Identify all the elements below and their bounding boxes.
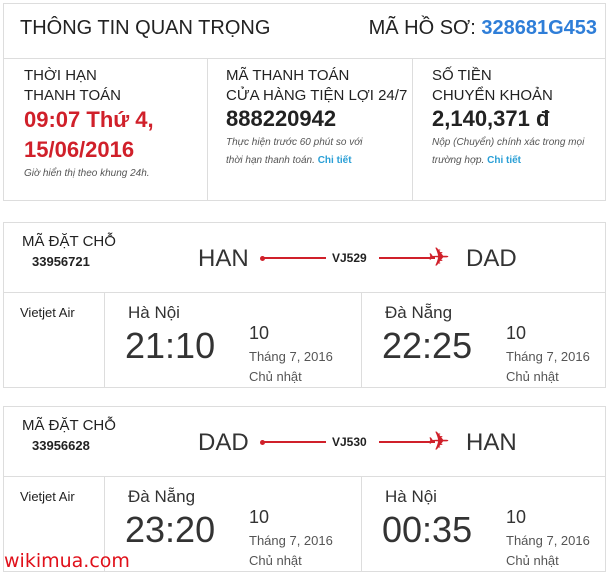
important-info-card: THÔNG TIN QUAN TRỌNG MÃ HỒ SƠ: 328681G45… (3, 3, 606, 201)
destination-code: DAD (466, 245, 517, 272)
departure-month-year: Tháng 7, 2016 (249, 533, 333, 548)
flight-number: VJ529 (332, 251, 367, 265)
payment-code-note: Thực hiện trước 60 phút so với thời hạn t… (226, 137, 363, 166)
payment-code-value: 888220942 (226, 106, 337, 131)
divider (207, 58, 208, 200)
arrival-month-year: Tháng 7, 2016 (506, 533, 590, 548)
route-line (262, 257, 326, 259)
booking-label: MÃ ĐẶT CHỖ (22, 233, 116, 250)
watermark: wikimua.com (4, 550, 130, 572)
arrival-city: Đà Nẵng (385, 303, 453, 322)
airline-name: Vietjet Air (20, 489, 75, 504)
departure-month-year: Tháng 7, 2016 (249, 349, 333, 364)
divider (104, 476, 105, 571)
route-line (262, 441, 326, 443)
deadline-value: 09:07 Thứ 4, 15/06/2016 (24, 107, 154, 162)
origin-code: DAD (198, 429, 249, 456)
booking-label: MÃ ĐẶT CHỖ (22, 417, 116, 434)
details-link[interactable]: Chi tiết (487, 155, 522, 166)
arrival-day: 10 (506, 507, 527, 527)
arrival-month-year: Tháng 7, 2016 (506, 349, 590, 364)
departure-day: 10 (249, 507, 270, 527)
deadline-note: Giờ hiển thị theo khung 24h. (24, 168, 150, 179)
divider (104, 292, 105, 387)
origin-code: HAN (198, 245, 249, 272)
amount-label: SỐ TIỀN CHUYỂN KHOẢN (432, 67, 553, 104)
arrival-city: Hà Nội (385, 487, 437, 506)
record-code-value: 328681G453 (481, 17, 597, 39)
departure-weekday: Chủ nhật (249, 553, 302, 568)
booking-code: 33956721 (32, 254, 90, 269)
deadline-label: THỜI HẠN THANH TOÁN (24, 67, 121, 104)
details-link[interactable]: Chi tiết (317, 155, 352, 166)
divider (4, 476, 605, 477)
page-title: THÔNG TIN QUAN TRỌNG (20, 17, 271, 39)
flight-number: VJ530 (332, 435, 367, 449)
divider (412, 58, 413, 200)
plane-icon: ✈ (428, 426, 450, 456)
arrival-weekday: Chủ nhật (506, 369, 559, 384)
departure-city: Đà Nẵng (128, 487, 196, 506)
amount-note: Nộp (Chuyển) chính xác trong mọi trường h… (432, 137, 585, 166)
flight-card: MÃ ĐẶT CHỖ 33956628 DAD VJ530 ✈ HAN Viet… (3, 406, 606, 572)
arrival-time: 00:35 (382, 509, 473, 550)
divider (4, 292, 605, 293)
divider (4, 58, 605, 59)
airline-name: Vietjet Air (20, 305, 75, 320)
arrival-weekday: Chủ nhật (506, 553, 559, 568)
payment-code-label: MÃ THANH TOÁN CỬA HÀNG TIỆN LỢI 24/7 (226, 67, 408, 104)
plane-icon: ✈ (428, 242, 450, 272)
departure-city: Hà Nội (128, 303, 180, 322)
record-code: MÃ HỒ SƠ: 328681G453 (369, 17, 597, 40)
divider (361, 476, 362, 571)
arrival-day: 10 (506, 323, 527, 343)
flight-card: MÃ ĐẶT CHỖ 33956721 HAN VJ529 ✈ DAD Viet… (3, 222, 606, 388)
route-line (379, 257, 435, 259)
departure-weekday: Chủ nhật (249, 369, 302, 384)
departure-time: 21:10 (125, 325, 216, 366)
amount-value: 2,140,371 đ (432, 106, 550, 131)
record-label: MÃ HỒ SƠ: (368, 17, 476, 39)
departure-day: 10 (249, 323, 270, 343)
departure-time: 23:20 (125, 509, 216, 550)
divider (361, 292, 362, 387)
destination-code: HAN (466, 429, 517, 456)
arrival-time: 22:25 (382, 325, 473, 366)
booking-code: 33956628 (32, 438, 90, 453)
route-line (379, 441, 435, 443)
